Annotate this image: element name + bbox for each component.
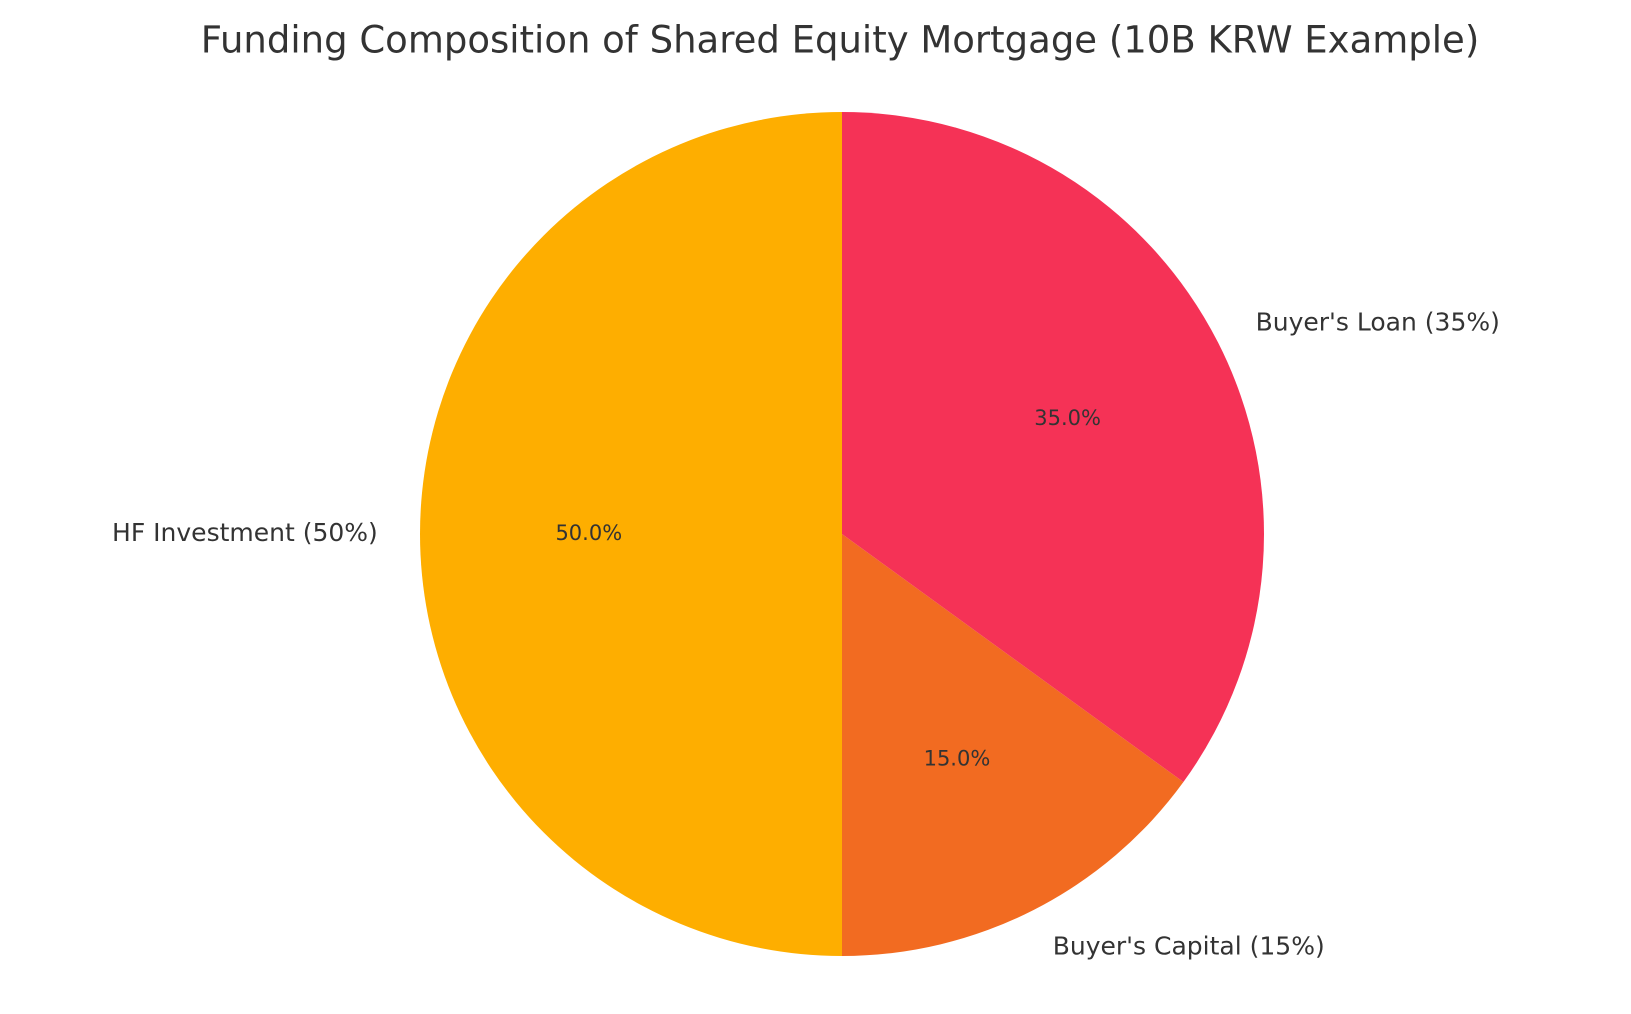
chart-title: Funding Composition of Shared Equity Mor… bbox=[201, 19, 1480, 62]
slice-label: Buyer's Loan (35%) bbox=[1256, 307, 1500, 336]
slice-label: HF Investment (50%) bbox=[112, 518, 378, 547]
pie-slice bbox=[842, 534, 1184, 956]
pie-slice bbox=[842, 112, 1264, 783]
pie-slice bbox=[420, 112, 842, 956]
value-label: 35.0% bbox=[1034, 406, 1101, 430]
value-label: 15.0% bbox=[924, 747, 991, 771]
slice-label: Buyer's Capital (15%) bbox=[1053, 932, 1325, 961]
value-label: 50.0% bbox=[555, 521, 622, 545]
